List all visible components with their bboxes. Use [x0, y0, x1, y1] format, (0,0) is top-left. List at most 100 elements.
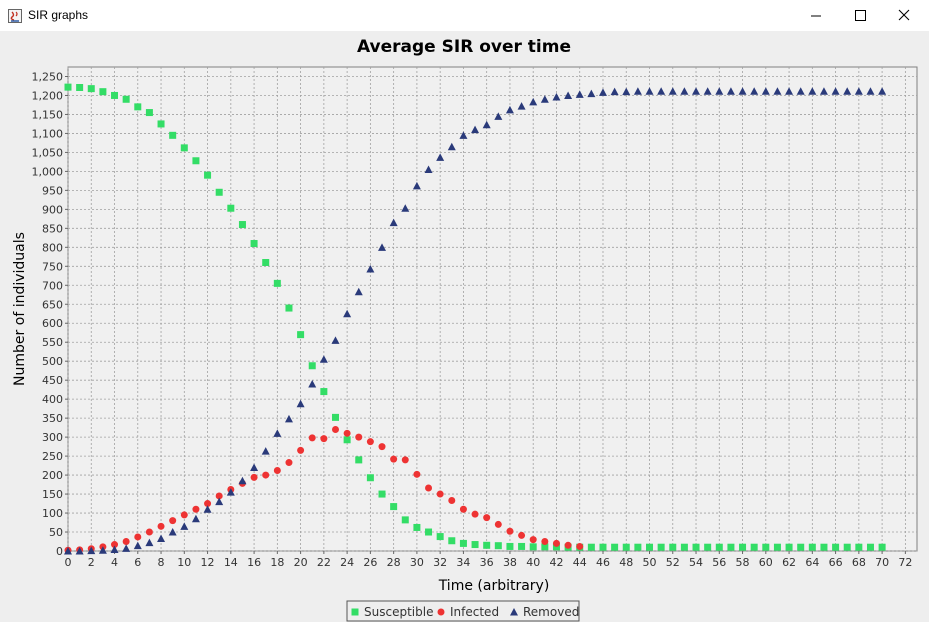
susceptible-point — [529, 543, 537, 551]
y-tick-label: 900 — [42, 203, 63, 216]
susceptible-point — [320, 388, 328, 396]
infected-point — [529, 536, 537, 544]
y-tick-label: 1,000 — [32, 165, 64, 178]
x-tick-label: 50 — [643, 556, 657, 569]
removed-point — [657, 87, 666, 95]
susceptible-point — [145, 109, 153, 117]
x-tick-label: 8 — [158, 556, 165, 569]
x-tick-label: 22 — [317, 556, 331, 569]
removed-point — [564, 91, 573, 99]
x-tick-label: 12 — [201, 556, 215, 569]
removed-point — [552, 92, 561, 101]
x-tick-label: 2 — [88, 556, 95, 569]
removed-point — [692, 87, 701, 95]
removed-point — [680, 87, 689, 95]
susceptible-point — [227, 204, 235, 212]
y-tick-label: 950 — [42, 184, 63, 197]
infected-point — [436, 490, 444, 498]
susceptible-point — [99, 88, 107, 96]
removed-point — [250, 463, 259, 471]
y-tick-label: 400 — [42, 393, 63, 406]
susceptible-point — [157, 120, 165, 128]
close-icon — [898, 9, 910, 21]
removed-point — [726, 87, 735, 95]
removed-point — [808, 87, 817, 95]
legend-marker-removed — [510, 608, 518, 616]
x-tick-label: 30 — [410, 556, 424, 569]
susceptible-point — [750, 543, 758, 551]
x-tick-label: 4 — [111, 556, 118, 569]
susceptible-point — [832, 543, 840, 551]
infected-point — [366, 438, 374, 446]
removed-point — [715, 87, 724, 95]
susceptible-point — [401, 516, 409, 524]
y-tick-label: 600 — [42, 317, 63, 330]
susceptible-point — [727, 543, 735, 551]
removed-point — [378, 243, 387, 251]
minimize-button[interactable] — [793, 0, 839, 31]
susceptible-point — [204, 171, 212, 179]
removed-point — [622, 87, 631, 96]
susceptible-point — [878, 543, 886, 551]
susceptible-point — [587, 543, 595, 551]
legend-label-susceptible: Susceptible — [364, 605, 433, 619]
susceptible-point — [238, 221, 246, 229]
infected-point — [343, 429, 351, 437]
minimize-icon — [811, 15, 821, 17]
removed-point — [494, 112, 503, 120]
removed-point — [575, 90, 584, 98]
y-tick-label: 150 — [42, 488, 63, 501]
removed-point — [773, 87, 782, 95]
infected-point — [308, 434, 316, 442]
removed-point — [598, 88, 607, 96]
x-tick-label: 54 — [689, 556, 703, 569]
x-tick-label: 56 — [712, 556, 726, 569]
y-axis-label: Number of individuals — [12, 232, 28, 386]
y-tick-label: 50 — [49, 526, 63, 539]
infected-point — [355, 433, 363, 441]
y-tick-label: 850 — [42, 222, 63, 235]
x-tick-label: 6 — [134, 556, 141, 569]
plot-area — [67, 66, 918, 552]
x-tick-label: 16 — [247, 556, 261, 569]
removed-point — [366, 264, 375, 273]
susceptible-point — [855, 543, 863, 551]
java-app-icon[interactable] — [8, 8, 22, 23]
y-tick-label: 200 — [42, 469, 63, 482]
y-tick-label: 450 — [42, 374, 63, 387]
x-tick-label: 66 — [829, 556, 843, 569]
removed-point — [168, 528, 177, 536]
close-button[interactable] — [881, 0, 927, 31]
susceptible-point — [425, 528, 433, 536]
axis-layer: 0 2 4 6 8 10 12 14 16 18 20 22 24 26 28 30 32 34 36 38 40 42 4… — [32, 70, 913, 569]
susceptible-point — [483, 541, 491, 549]
susceptible-point — [413, 523, 421, 531]
removed-point — [843, 87, 852, 95]
y-tick-label: 250 — [42, 450, 63, 463]
infected-point — [413, 470, 421, 478]
susceptible-point — [436, 533, 444, 541]
removed-point — [796, 87, 805, 95]
maximize-button[interactable] — [837, 0, 883, 31]
susceptible-point — [262, 258, 270, 266]
susceptible-point — [250, 240, 258, 248]
removed-point — [819, 87, 828, 95]
removed-point — [75, 547, 84, 555]
infected-point — [134, 533, 142, 541]
susceptible-point — [390, 503, 398, 511]
removed-point — [878, 87, 887, 95]
removed-point — [633, 87, 642, 95]
removed-point — [110, 545, 119, 553]
removed-point — [273, 429, 282, 437]
y-tick-label: 650 — [42, 298, 63, 311]
x-tick-label: 14 — [224, 556, 238, 569]
x-tick-label: 36 — [480, 556, 494, 569]
infected-point — [262, 471, 270, 479]
sir-scatter-chart: Average SIR over time 0 2 4 6 8 10 12 14 16 18 20 2… — [12, 37, 918, 622]
susceptible-point — [76, 83, 84, 91]
window-title: SIR graphs — [28, 8, 89, 22]
data-points — [64, 83, 887, 555]
removed-point — [866, 87, 875, 95]
legend: Susceptible Infected Removed — [346, 600, 580, 622]
x-tick-label: 18 — [270, 556, 284, 569]
